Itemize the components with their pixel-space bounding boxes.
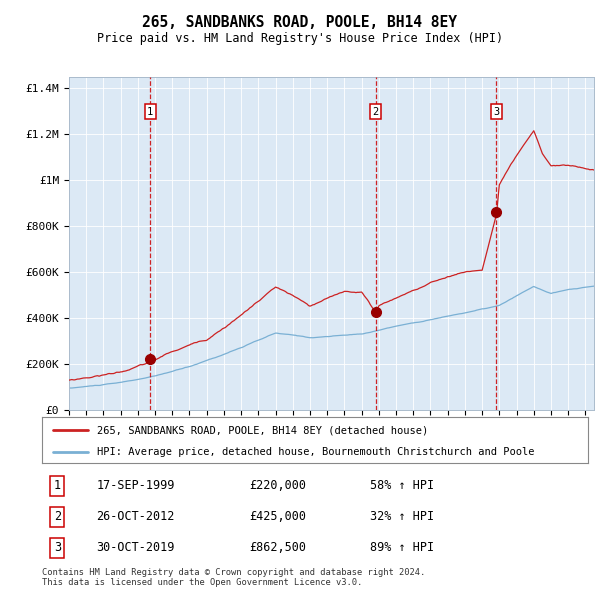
- Text: 2: 2: [54, 510, 61, 523]
- Text: 26-OCT-2012: 26-OCT-2012: [97, 510, 175, 523]
- Text: 58% ↑ HPI: 58% ↑ HPI: [370, 479, 434, 492]
- Text: 2: 2: [373, 107, 379, 117]
- Text: Contains HM Land Registry data © Crown copyright and database right 2024.
This d: Contains HM Land Registry data © Crown c…: [42, 568, 425, 587]
- Text: Price paid vs. HM Land Registry's House Price Index (HPI): Price paid vs. HM Land Registry's House …: [97, 32, 503, 45]
- Text: 1: 1: [147, 107, 154, 117]
- Text: £220,000: £220,000: [250, 479, 307, 492]
- Text: HPI: Average price, detached house, Bournemouth Christchurch and Poole: HPI: Average price, detached house, Bour…: [97, 447, 534, 457]
- Text: 3: 3: [493, 107, 500, 117]
- Text: 32% ↑ HPI: 32% ↑ HPI: [370, 510, 434, 523]
- Text: 265, SANDBANKS ROAD, POOLE, BH14 8EY: 265, SANDBANKS ROAD, POOLE, BH14 8EY: [143, 15, 458, 30]
- Text: 3: 3: [54, 542, 61, 555]
- Text: 89% ↑ HPI: 89% ↑ HPI: [370, 542, 434, 555]
- Text: 30-OCT-2019: 30-OCT-2019: [97, 542, 175, 555]
- Text: 17-SEP-1999: 17-SEP-1999: [97, 479, 175, 492]
- Text: 265, SANDBANKS ROAD, POOLE, BH14 8EY (detached house): 265, SANDBANKS ROAD, POOLE, BH14 8EY (de…: [97, 425, 428, 435]
- Text: £862,500: £862,500: [250, 542, 307, 555]
- Text: 1: 1: [54, 479, 61, 492]
- Text: £425,000: £425,000: [250, 510, 307, 523]
